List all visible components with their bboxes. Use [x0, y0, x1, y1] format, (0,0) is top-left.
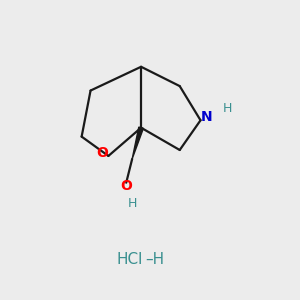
Text: H: H — [128, 197, 137, 210]
Text: –H: –H — [145, 253, 164, 268]
Text: O: O — [97, 146, 108, 160]
Text: HCl: HCl — [116, 253, 142, 268]
Text: N: N — [201, 110, 212, 124]
Text: H: H — [223, 102, 232, 115]
Text: O: O — [120, 179, 132, 193]
Polygon shape — [132, 127, 143, 159]
